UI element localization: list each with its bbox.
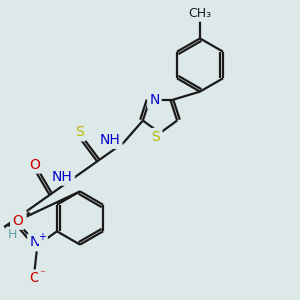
Text: O: O — [12, 214, 23, 228]
Text: S: S — [75, 125, 84, 140]
Text: H: H — [15, 212, 25, 225]
Text: NH: NH — [100, 133, 120, 147]
Text: CH₃: CH₃ — [188, 7, 212, 20]
Text: O: O — [29, 272, 40, 286]
Text: NH: NH — [52, 169, 73, 184]
Text: H: H — [8, 229, 17, 242]
Text: N: N — [29, 235, 40, 249]
Text: N: N — [149, 93, 160, 107]
Text: S: S — [152, 130, 160, 144]
Text: O: O — [29, 158, 40, 172]
Text: ⁻: ⁻ — [40, 269, 46, 280]
Text: +: + — [38, 232, 46, 242]
